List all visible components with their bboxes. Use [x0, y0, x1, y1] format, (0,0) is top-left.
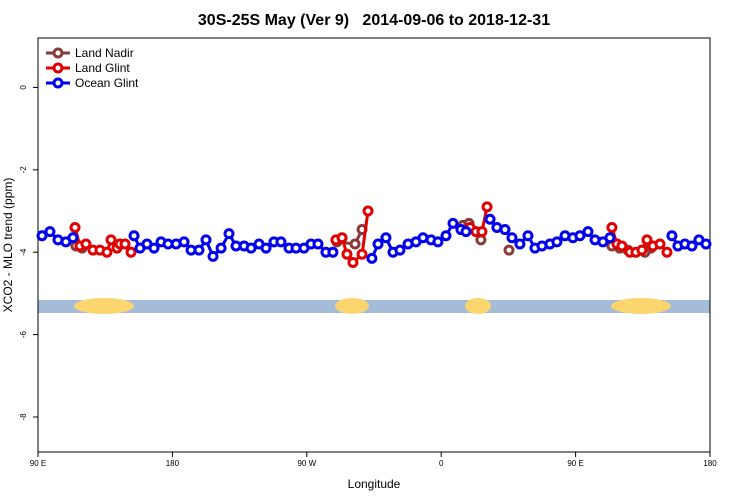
data-point [506, 232, 518, 244]
data-point [245, 242, 257, 254]
data-point [604, 232, 616, 244]
data-point [616, 240, 628, 252]
data-point [666, 230, 678, 242]
data-point [362, 205, 374, 217]
x-axis-label: Longitude [348, 477, 401, 491]
data-point [105, 234, 117, 246]
data-point [476, 226, 488, 238]
data-point [356, 248, 368, 260]
data-point [574, 230, 586, 242]
data-point [341, 248, 353, 260]
data-point [475, 234, 487, 246]
data-point [101, 246, 113, 258]
legend-swatch [52, 77, 64, 89]
data-point [36, 230, 48, 242]
data-point [128, 230, 140, 242]
chart-title: 30S-25S May (Ver 9) 2014-09-06 to 2018-1… [198, 12, 550, 29]
data-point [686, 240, 698, 252]
data-point [514, 238, 526, 250]
data-point [447, 217, 459, 229]
data-point [193, 244, 205, 256]
data-point [125, 246, 137, 258]
land-patch [465, 298, 491, 314]
data-point [148, 242, 160, 254]
land-patch [335, 298, 369, 314]
data-point [460, 226, 472, 238]
ocean-band [38, 300, 710, 313]
data-point [654, 238, 666, 250]
legend-swatch [52, 62, 64, 74]
x-tick-label: 90 W [297, 459, 316, 468]
data-point [481, 201, 493, 213]
data-point [119, 238, 131, 250]
land-patch [74, 298, 134, 314]
y-tick-label: -8 [19, 413, 28, 421]
data-point [372, 238, 384, 250]
y-tick-label: -6 [19, 330, 28, 338]
y-tick-label: -4 [19, 248, 28, 256]
data-point [641, 234, 653, 246]
data-point [67, 232, 79, 244]
data-point [551, 236, 563, 248]
data-point [700, 238, 712, 250]
data-point [200, 234, 212, 246]
legend-label: Ocean Glint [75, 76, 139, 90]
x-tick-label: 90 E [30, 459, 46, 468]
land-strip [38, 298, 710, 314]
x-tick-label: 180 [703, 459, 717, 468]
x-tick-label: 180 [166, 459, 180, 468]
legend-swatch [52, 47, 64, 59]
data-point [636, 244, 648, 256]
data-point [440, 230, 452, 242]
data-point [260, 242, 272, 254]
land-patch [611, 298, 671, 314]
data-point [327, 246, 339, 258]
data-point [503, 244, 515, 256]
data-point [69, 221, 81, 233]
data-point [80, 238, 92, 250]
data-point [275, 236, 287, 248]
data-point [347, 257, 359, 269]
data-point [499, 224, 511, 236]
data-point [432, 236, 444, 248]
data-point [336, 232, 348, 244]
legend-label: Land Glint [75, 61, 130, 75]
data-point [366, 252, 378, 264]
data-point [394, 244, 406, 256]
y-tick-label: 0 [19, 85, 28, 90]
data-point [606, 221, 618, 233]
data-point [484, 213, 496, 225]
data-point [178, 236, 190, 248]
data-point [522, 230, 534, 242]
data-point [582, 226, 594, 238]
y-tick-label: -2 [19, 166, 28, 174]
x-tick-label: 0 [439, 459, 444, 468]
data-point [312, 238, 324, 250]
y-axis-label: XCO2 - MLO trend (ppm) [1, 178, 15, 313]
legend-label: Land Nadir [75, 46, 134, 60]
data-point [44, 226, 56, 238]
data-point [215, 242, 227, 254]
data-point [349, 238, 361, 250]
data-point [661, 246, 673, 258]
data-point [223, 228, 235, 240]
data-point [380, 232, 392, 244]
x-tick-label: 90 E [567, 459, 583, 468]
data-point [207, 250, 219, 262]
